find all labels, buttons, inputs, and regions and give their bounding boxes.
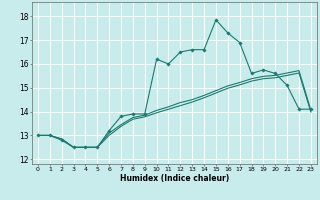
X-axis label: Humidex (Indice chaleur): Humidex (Indice chaleur): [120, 174, 229, 183]
